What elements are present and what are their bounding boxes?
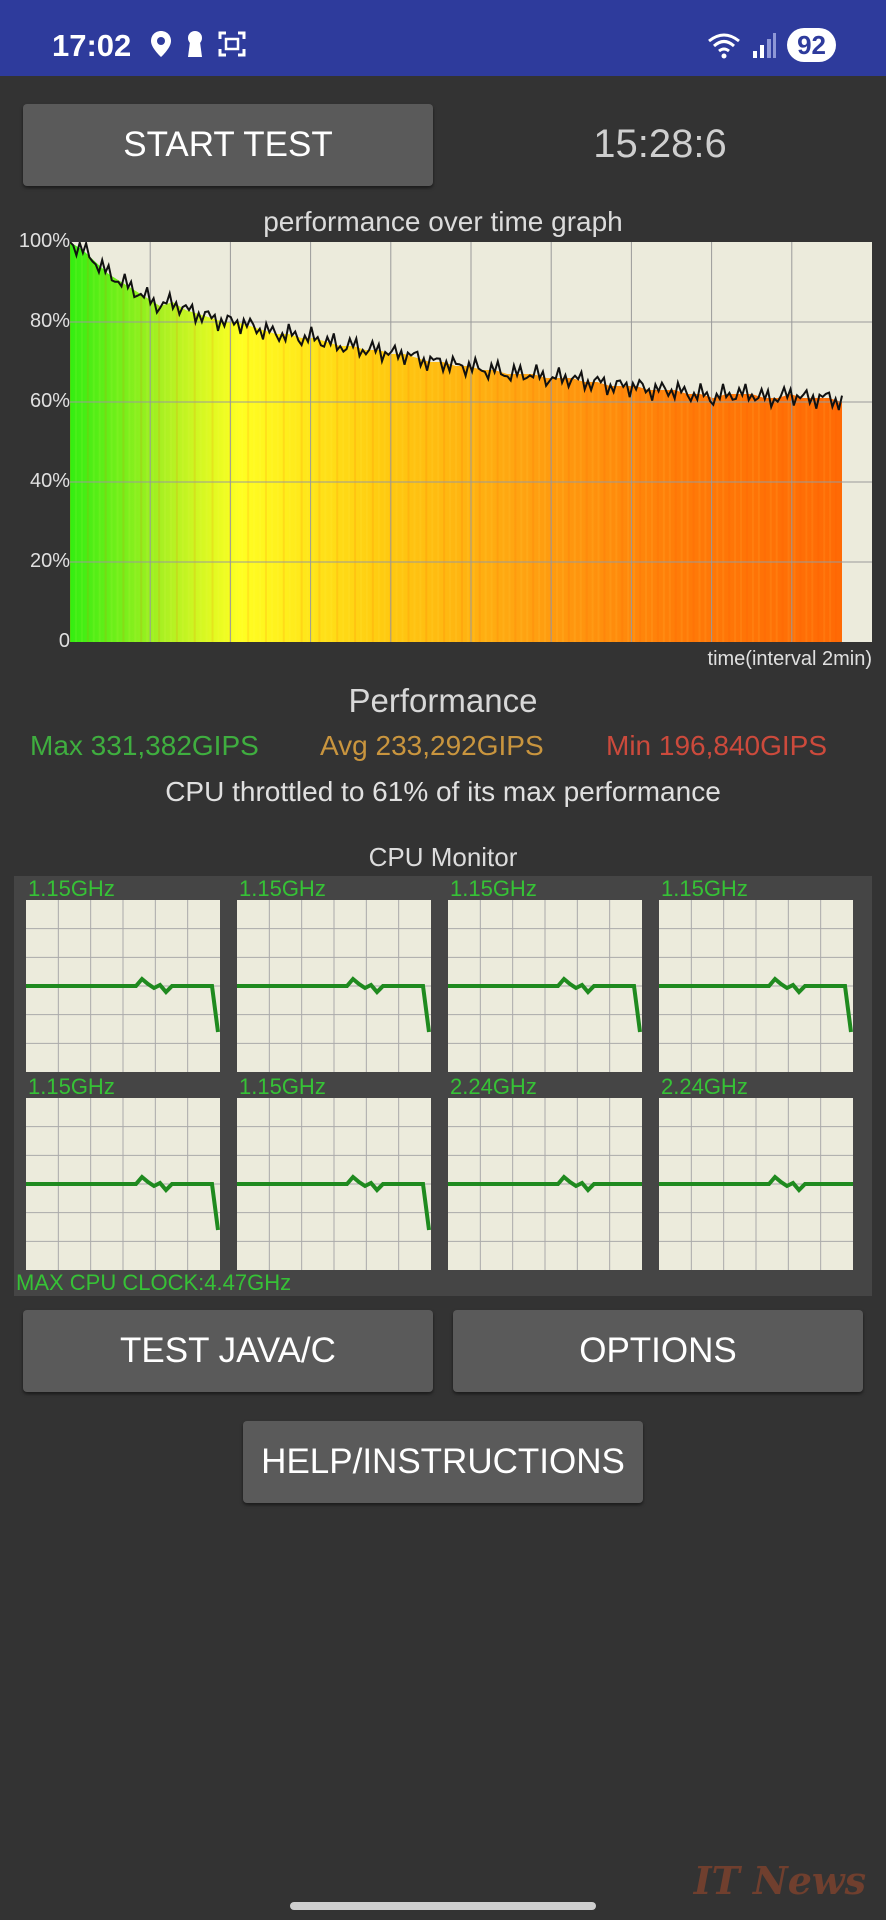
avg-gips: Avg 233,292GIPS [320,730,544,761]
graph-title: performance over time graph [263,206,623,237]
cpu-monitor-title: CPU Monitor [368,842,518,872]
home-indicator[interactable] [290,1902,596,1910]
min-gips: Min 196,840GIPS [606,730,828,761]
location-icon [151,31,171,57]
status-icons-left [150,30,246,58]
performance-area [70,242,842,642]
cpu-core-5: 1.15GHz [237,1074,431,1270]
y-tick-20: 20% [29,550,70,572]
battery-badge: 92 [787,28,836,62]
chart-area [69,242,872,642]
core-frequency-line [237,1174,431,1231]
status-time: 17:02 [52,28,132,63]
core-frequency-line [659,976,853,1033]
y-tick-60: 60% [29,390,70,412]
core-frequency: 1.15GHz [28,1074,115,1099]
core-graph [448,900,642,1072]
core-frequency-line [237,976,431,1033]
core-graph [26,1098,220,1270]
core-graph [659,900,853,1072]
max-gips: Max 331,382GIPS [30,730,259,761]
options-button[interactable]: OPTIONS [453,1310,863,1392]
core-frequency: 1.15GHz [239,876,326,901]
core-frequency: 1.15GHz [661,876,748,901]
core-frequency: 2.24GHz [661,1074,748,1099]
cpu-core-6: 2.24GHz [448,1074,642,1270]
throttle-text: CPU throttled to 61% of its max performa… [165,776,721,807]
cpu-core-3: 1.15GHz [659,876,853,1072]
core-frequency-line [448,1174,642,1193]
keyhole-icon [188,31,202,57]
core-graph [237,900,431,1072]
core-frequency: 1.15GHz [28,876,115,901]
y-tick-0: 0 [58,630,70,652]
cpu-core-1: 1.15GHz [237,876,431,1072]
core-frequency-line [448,976,642,1033]
x-axis-label: time(interval 2min) [707,648,872,670]
start-test-button[interactable]: START TEST [23,104,433,186]
core-frequency: 1.15GHz [239,1074,326,1099]
chart-grid [70,242,872,642]
screenshot-icon [218,31,246,57]
cpu-core-2: 1.15GHz [448,876,642,1072]
performance-graph [69,239,872,642]
core-graph [659,1098,853,1270]
test-java-c-button[interactable]: TEST JAVA/C [23,1310,433,1392]
core-graph [448,1098,642,1270]
core-frequency-line [26,976,220,1033]
performance-line [69,239,843,411]
core-graph [26,900,220,1072]
signal-icon [753,33,777,58]
wifi-icon [708,33,741,59]
y-tick-40: 40% [29,470,70,492]
core-frequency: 1.15GHz [450,876,537,901]
cpu-core-7: 2.24GHz [659,1074,853,1270]
status-bar: 17:02 92 [0,0,886,76]
timer-display: 15:28:6 [593,122,727,166]
max-cpu-clock: MAX CPU CLOCK:4.47GHz [16,1270,292,1295]
performance-heading: Performance [348,682,538,719]
help-instructions-button[interactable]: HELP/INSTRUCTIONS [243,1421,643,1503]
y-tick-100: 100% [18,230,70,252]
core-frequency: 2.24GHz [450,1074,537,1099]
y-tick-80: 80% [29,310,70,332]
core-frequency-line [659,1174,853,1193]
performance-chart [69,239,872,642]
cpu-core-0: 1.15GHz [26,876,220,1072]
area-right-mask [842,242,872,642]
cpu-core-4: 1.15GHz [26,1074,220,1270]
status-icons-right: 92 [707,28,836,62]
core-graph [237,1098,431,1270]
watermark-logo: IT News [693,1858,866,1903]
core-frequency-line [26,1174,220,1231]
cpu-monitor-panel: 1.15GHz 1.15GHz 1.15GHz 1.15GHz 1.15GHz 1.15G… [14,876,872,1296]
